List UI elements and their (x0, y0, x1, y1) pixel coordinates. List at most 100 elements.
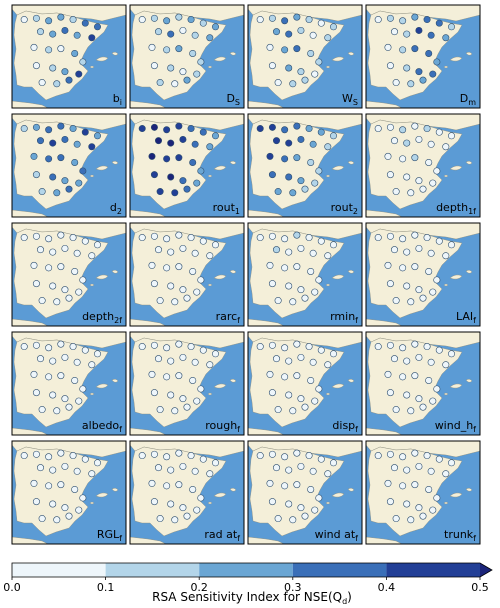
station (433, 276, 441, 284)
station (171, 298, 179, 306)
panel-label: depth2f (82, 310, 122, 325)
station (268, 14, 276, 22)
station (285, 500, 293, 508)
station (206, 34, 214, 42)
station (415, 353, 423, 361)
station (423, 452, 431, 460)
station (330, 241, 338, 249)
station (289, 407, 297, 415)
station (256, 452, 264, 460)
station (317, 237, 325, 245)
station (374, 343, 382, 351)
station (330, 350, 338, 358)
map-panel: roughf (129, 331, 245, 436)
station (175, 13, 183, 21)
station (427, 467, 435, 475)
map-panel: wind_hf (365, 331, 481, 436)
station (309, 467, 317, 475)
station (57, 122, 65, 130)
station (442, 34, 450, 42)
map-panel: bi (11, 4, 127, 109)
station (94, 459, 102, 467)
station (289, 516, 297, 524)
station (433, 58, 441, 66)
station (403, 500, 411, 508)
label-base: rarc (216, 310, 238, 323)
station (297, 68, 305, 76)
station (150, 123, 158, 131)
station (163, 17, 171, 25)
station (148, 479, 156, 487)
station (32, 280, 40, 288)
station (187, 343, 195, 351)
station (81, 237, 89, 245)
station (206, 143, 214, 151)
station (415, 244, 423, 252)
station (197, 385, 205, 393)
station (315, 385, 323, 393)
station (390, 246, 398, 254)
station (179, 68, 187, 76)
station (20, 125, 28, 133)
station (429, 506, 437, 514)
panel-label: wind_hf (435, 419, 476, 434)
panel-frame (129, 4, 245, 109)
station (163, 453, 171, 461)
station (183, 512, 191, 520)
station (390, 355, 398, 363)
label-sub: m (468, 98, 476, 107)
station (411, 481, 419, 489)
label-base: disp (332, 419, 355, 432)
station (415, 286, 423, 294)
station (53, 407, 61, 415)
map-panel: Dm (365, 4, 481, 109)
panel-frame (365, 4, 481, 109)
station (256, 125, 264, 133)
panel-frame (129, 440, 245, 545)
station (53, 80, 61, 88)
station (38, 406, 46, 414)
station (61, 26, 69, 34)
station (315, 276, 323, 284)
station (175, 372, 183, 380)
station (293, 122, 301, 130)
station (175, 154, 183, 162)
station (73, 358, 81, 366)
station (281, 155, 289, 163)
station (429, 179, 437, 187)
station (75, 70, 83, 78)
station (94, 23, 102, 31)
station (256, 343, 264, 351)
station (138, 125, 146, 133)
station (374, 452, 382, 460)
station (38, 188, 46, 196)
colorbar-tick-label: 0.1 (97, 581, 115, 594)
station (69, 343, 77, 351)
station (386, 171, 394, 179)
station (65, 403, 73, 411)
station (71, 267, 79, 275)
station (272, 137, 280, 145)
station (36, 28, 44, 36)
station (32, 232, 40, 240)
station (419, 512, 427, 520)
panel-label: rout1 (213, 201, 240, 216)
station (154, 355, 162, 363)
station (448, 350, 456, 358)
station (407, 407, 415, 415)
panel-label: roughf (205, 419, 240, 434)
station (156, 297, 164, 305)
station (57, 45, 65, 53)
station (317, 346, 325, 354)
station (36, 355, 44, 363)
station (311, 70, 319, 78)
station (45, 264, 53, 272)
station (79, 494, 87, 502)
station (293, 481, 301, 489)
station (167, 173, 175, 181)
station (148, 152, 156, 160)
station (175, 122, 183, 130)
station (150, 62, 158, 70)
station (415, 462, 423, 470)
station (53, 298, 61, 306)
